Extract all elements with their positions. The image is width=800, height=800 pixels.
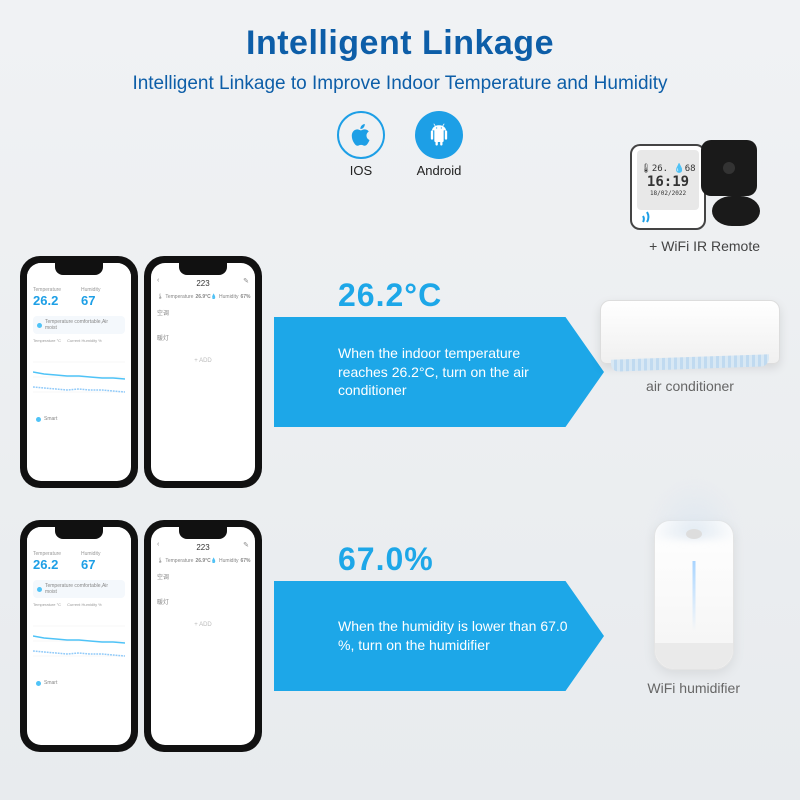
phone-section-ac[interactable]: 空调 xyxy=(157,308,249,317)
wifi-icon xyxy=(625,210,655,234)
phone-add-button[interactable]: + ADD xyxy=(151,358,255,364)
phone-mockup-detail-2: ‹ ✎ 223 🌡Temperature 26.9°C 💧Humidity 67… xyxy=(144,520,262,752)
phone-detail-title: 223 xyxy=(151,279,255,288)
android-label: Android xyxy=(417,163,462,178)
phone-mockup-detail: ‹ ✎ 223 🌡Temperature 26.9°C 💧Humidity 67… xyxy=(144,256,262,488)
phone-chart xyxy=(33,347,125,407)
phone-section-sub[interactable]: 暖灯 xyxy=(157,333,249,342)
ir-hub-device xyxy=(701,140,757,196)
phone-mockup-main: Temperature 26.2 Humidity 67 Temperature… xyxy=(20,256,138,488)
hum-arrow-text: When the humidity is lower than 67.0 %, … xyxy=(338,617,568,655)
phone-tab-smart[interactable]: Smart xyxy=(33,413,125,425)
platform-ios: IOS xyxy=(337,111,385,178)
air-conditioner-icon xyxy=(600,300,780,364)
apple-icon xyxy=(337,111,385,159)
humidifier-target: WiFi humidifier xyxy=(647,520,740,696)
ir-remote-label: WiFi IR Remote xyxy=(649,238,760,254)
hum-arrow: When the humidity is lower than 67.0 %, … xyxy=(274,581,604,691)
scenario-row-humidity: Temperature 26.2 Humidity 67 Temperature… xyxy=(20,520,604,752)
humidifier-label: WiFi humidifier xyxy=(647,680,740,696)
android-icon xyxy=(415,111,463,159)
platform-android: Android xyxy=(415,111,463,178)
air-conditioner-target: air conditioner xyxy=(600,300,780,394)
temp-arrow: When the indoor temperature reaches 26.2… xyxy=(274,317,604,427)
temp-trigger-value: 26.2°C xyxy=(338,277,442,314)
phone-mockup-main-2: Temperature 26.2 Humidity 67 Temperature… xyxy=(20,520,138,752)
phone-status-bar: Temperature comfortable,Air moist xyxy=(33,316,125,334)
temp-arrow-text: When the indoor temperature reaches 26.2… xyxy=(338,344,568,401)
phone-temp-value: 26.2 xyxy=(33,293,77,308)
hum-trigger-value: 67.0% xyxy=(338,541,434,578)
ios-label: IOS xyxy=(350,163,372,178)
scenario-row-temperature: Temperature 26.2 Humidity 67 Temperature… xyxy=(20,256,604,488)
ir-puck-device xyxy=(712,196,760,226)
phone-hum-value: 67 xyxy=(81,293,125,308)
humidifier-icon xyxy=(654,520,734,670)
page-subtitle: Intelligent Linkage to Improve Indoor Te… xyxy=(0,73,800,95)
page-title: Intelligent Linkage xyxy=(0,24,800,63)
air-conditioner-label: air conditioner xyxy=(600,378,780,394)
